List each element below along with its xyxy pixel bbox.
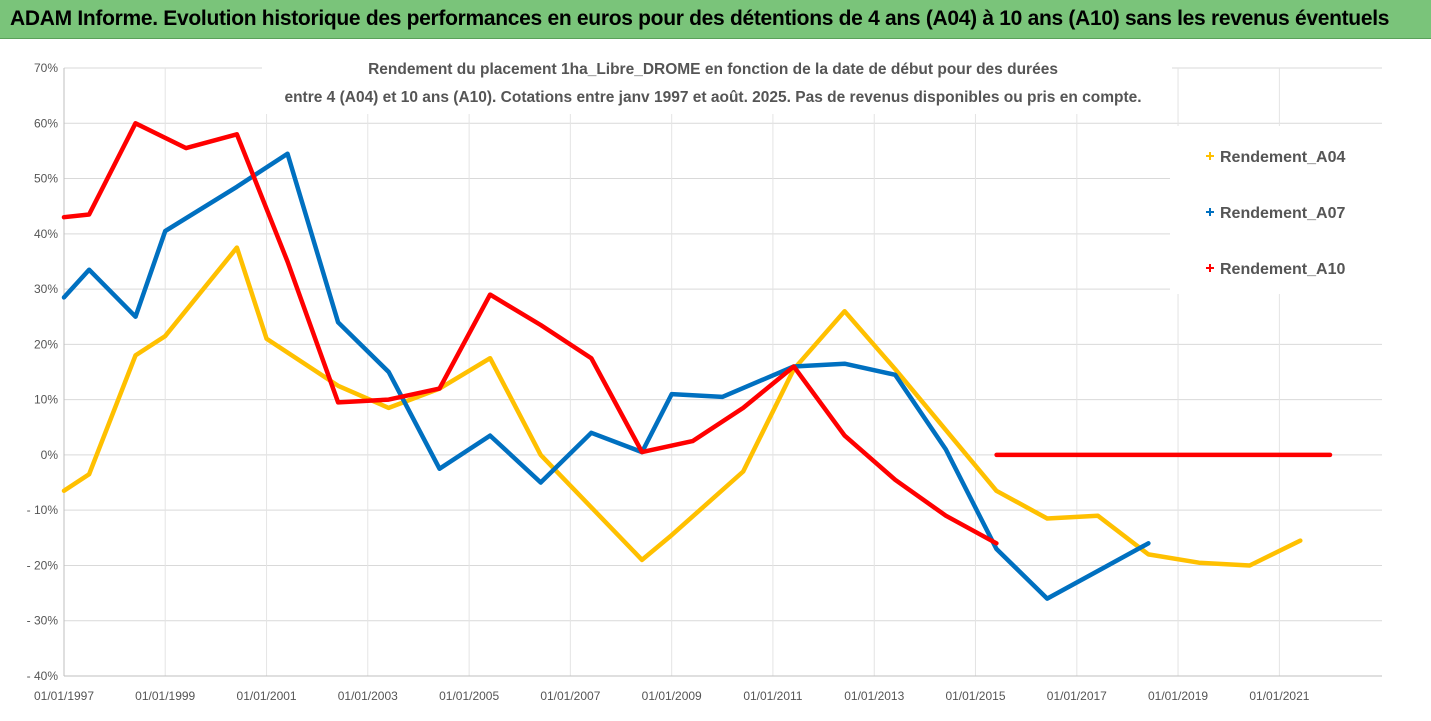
series-line-rendement-a10 — [61, 121, 999, 546]
x-tick-label: 01/01/2011 — [743, 689, 802, 703]
legend-background — [1170, 126, 1382, 294]
y-tick-label: - 40% — [27, 669, 59, 683]
legend-entry: Rendement_A04 — [1206, 149, 1345, 166]
title-banner: ADAM Informe. Evolution historique des p… — [0, 0, 1431, 39]
legend-label: Rendement_A07 — [1220, 205, 1345, 222]
x-tick-label: 01/01/2021 — [1249, 689, 1309, 703]
chart-subtitle-line-2: entre 4 (A04) et 10 ans (A10). Cotations… — [284, 89, 1141, 106]
y-tick-label: - 20% — [27, 558, 59, 572]
y-tick-label: 0% — [41, 448, 59, 462]
y-axis-ticks: 70% 60% 50% 40% 30% 20% 10% 0% - 10% - 20% - 30% - … — [27, 61, 59, 683]
y-tick-label: 60% — [34, 116, 58, 130]
x-tick-label: 01/01/2001 — [237, 689, 297, 703]
legend-label: Rendement_A10 — [1220, 261, 1345, 278]
y-tick-label: 20% — [34, 337, 58, 351]
y-tick-label: - 10% — [27, 503, 59, 517]
y-tick-label: 30% — [34, 282, 58, 296]
legend-label: Rendement_A04 — [1220, 149, 1345, 166]
x-tick-label: 01/01/2007 — [540, 689, 600, 703]
x-tick-label: 01/01/1999 — [135, 689, 195, 703]
x-tick-label: 01/01/2003 — [338, 689, 398, 703]
x-tick-label: 01/01/2009 — [642, 689, 702, 703]
x-tick-label: 01/01/2017 — [1047, 689, 1107, 703]
series-line-rendement-a07 — [61, 151, 1151, 601]
x-axis-ticks: 01/01/1997 01/01/1999 01/01/2001 01/01/2003… — [34, 689, 1310, 703]
grid-lines — [63, 67, 1382, 677]
chart-subtitle-line-1: Rendement du placement 1ha_Libre_DROME e… — [368, 61, 1058, 78]
y-tick-label: - 30% — [27, 614, 59, 628]
legend-entry: Rendement_A10 — [1206, 261, 1345, 278]
y-tick-label: 70% — [34, 61, 58, 75]
x-tick-label: 01/01/2019 — [1148, 689, 1208, 703]
chart-area: 70% 60% 50% 40% 30% 20% 10% 0% - 10% - 20% - 30% - … — [27, 52, 1382, 703]
banner-title: ADAM Informe. Evolution historique des p… — [10, 7, 1390, 30]
legend: Rendement_A04 Rendement_A07 Rendement_A10 — [1170, 126, 1382, 294]
legend-marker — [1206, 264, 1214, 272]
y-tick-label: 40% — [34, 227, 58, 241]
x-tick-label: 01/01/2015 — [945, 689, 1005, 703]
series-lines — [61, 121, 1333, 601]
series-line-rendement-a04 — [61, 245, 1303, 568]
legend-entry: Rendement_A07 — [1206, 205, 1345, 222]
y-tick-label: 10% — [34, 393, 58, 407]
x-tick-label: 01/01/1997 — [34, 689, 94, 703]
x-tick-label: 01/01/2005 — [439, 689, 499, 703]
x-tick-label: 01/01/2013 — [844, 689, 904, 703]
y-tick-label: 50% — [34, 172, 58, 186]
legend-marker — [1206, 208, 1214, 216]
legend-marker — [1206, 152, 1214, 160]
subtitle-background — [262, 52, 1172, 114]
